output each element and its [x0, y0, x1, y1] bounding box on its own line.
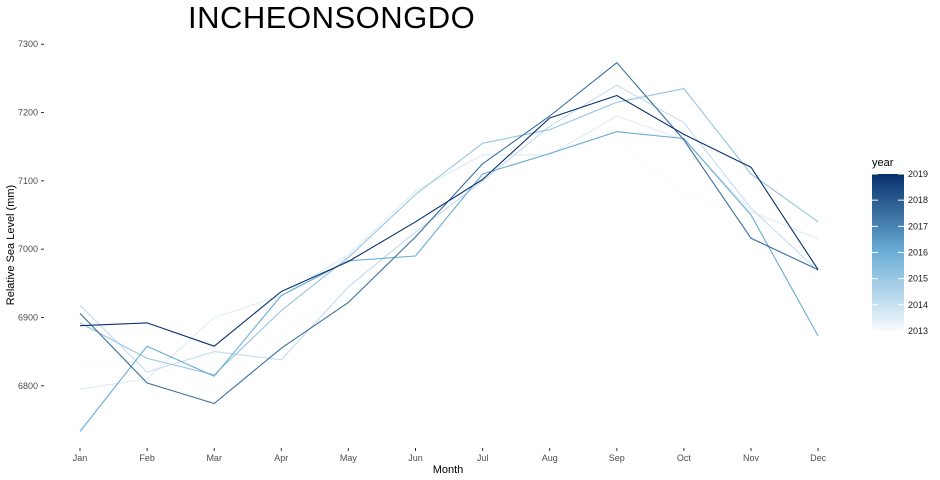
x-tick-label: May [340, 453, 358, 463]
y-tick-label: 7100 [18, 176, 38, 186]
x-axis: Jan Feb Mar Apr May Jun Jul Aug Sep Oct Nov Dec [73, 448, 827, 463]
y-axis-title: Relative Sea Level (mm) [5, 185, 17, 305]
series-line-2013 [79, 139, 819, 394]
series-lines [79, 62, 819, 432]
series-line-2015 [79, 84, 819, 373]
x-tick-label: Dec [810, 453, 827, 463]
x-tick-label: Apr [274, 453, 288, 463]
legend-ticks: 2013 2014 2015 2016 2017 2018 2019 [872, 169, 928, 336]
legend: year 2013 2014 2015 2016 2017 2018 2019 [872, 157, 928, 336]
series-line-2017 [79, 131, 819, 432]
y-tick-label: 7200 [18, 108, 38, 118]
x-tick-label: Jul [477, 453, 489, 463]
y-tick-label: 6900 [18, 312, 38, 322]
x-tick-label: Feb [139, 453, 155, 463]
x-tick-label: Aug [542, 453, 558, 463]
series-line-2019 [79, 94, 819, 347]
chart-title: INCHEONSONGDO [188, 0, 476, 35]
x-tick-label: Oct [677, 453, 692, 463]
y-tick-label: 7300 [18, 39, 38, 49]
series-line-2014 [79, 115, 819, 390]
legend-tick-label: 2017 [908, 221, 928, 231]
x-tick-label: Jun [408, 453, 423, 463]
y-tick-label: 6800 [18, 381, 38, 391]
legend-title: year [872, 157, 894, 169]
legend-tick-label: 2013 [908, 326, 928, 336]
legend-tick-label: 2016 [908, 248, 928, 258]
legend-tick-label: 2018 [908, 195, 928, 205]
legend-tick-label: 2015 [908, 274, 928, 284]
x-tick-label: Mar [206, 453, 222, 463]
series-line-2018 [79, 62, 819, 405]
x-tick-label: Sep [609, 453, 625, 463]
x-axis-title: Month [433, 464, 464, 476]
legend-tick-label: 2014 [908, 300, 928, 310]
x-tick-label: Jan [73, 453, 88, 463]
legend-tick-label: 2019 [908, 169, 928, 179]
y-tick-label: 7000 [18, 244, 38, 254]
series-line-2016 [79, 88, 819, 376]
y-axis: 6800 6900 7000 7100 7200 7300 [18, 39, 44, 391]
x-tick-label: Nov [743, 453, 760, 463]
